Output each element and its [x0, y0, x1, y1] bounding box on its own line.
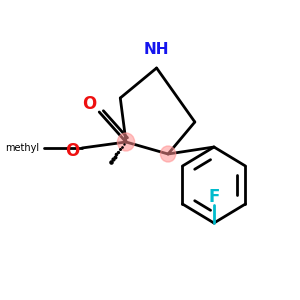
Text: NH: NH [144, 43, 169, 58]
Text: O: O [82, 95, 97, 113]
Circle shape [160, 146, 176, 162]
Text: methyl: methyl [5, 143, 39, 153]
Circle shape [117, 133, 135, 151]
Text: O: O [65, 142, 80, 160]
Text: F: F [208, 188, 220, 206]
